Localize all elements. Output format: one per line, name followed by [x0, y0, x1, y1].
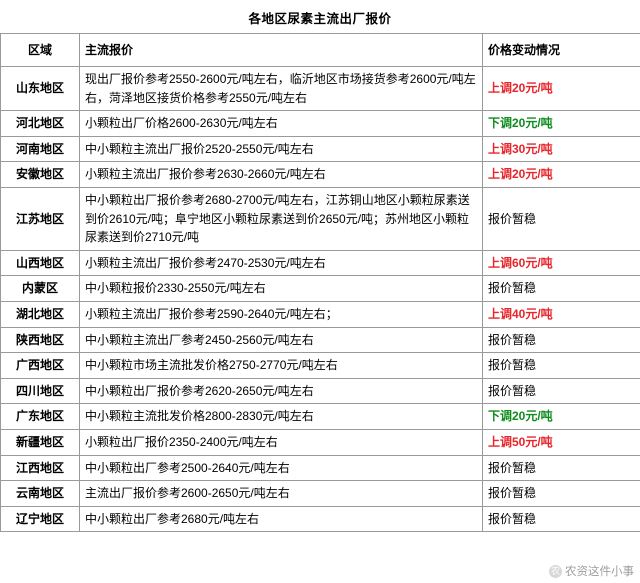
cell-quote: 中小颗粒市场主流批发价格2750-2770元/吨左右 [79, 352, 483, 379]
price-table: 区域 主流报价 价格变动情况 山东地区 现出厂报价参考2550-2600元/吨左右… [0, 33, 640, 533]
cell-change: 上调30元/吨 [482, 135, 640, 163]
cell-change: 下调20元/吨 [482, 110, 640, 137]
table-row: 山西地区 小颗粒主流出厂报价参考2470-2530元/吨左右 上调60元/吨 [0, 249, 640, 277]
change-value: 报价暂稳 [488, 383, 537, 398]
cell-region: 辽宁地区 [0, 505, 80, 533]
cell-quote: 中小颗粒出厂报价参考2680-2700元/吨左右，江苏铜山地区小颗粒尿素送到价2… [79, 186, 483, 251]
cell-change: 上调50元/吨 [482, 428, 640, 456]
cell-region: 湖北地区 [0, 300, 80, 328]
change-value: 上调20元/吨 [488, 81, 553, 96]
change-value: 上调30元/吨 [488, 141, 553, 156]
cell-quote: 中小颗粒主流出厂参考2450-2560元/吨左右 [79, 326, 483, 354]
cell-quote: 现出厂报价参考2550-2600元/吨左右，临沂地区市场接货参考2600元/吨左… [79, 65, 483, 112]
change-value: 报价暂稳 [488, 486, 537, 501]
table-row: 安徽地区 小颗粒主流出厂报价参考2630-2660元/吨左右 上调20元/吨 [0, 161, 640, 188]
header-quote: 主流报价 [79, 33, 483, 67]
cell-quote: 中小颗粒报价2330-2550元/吨左右 [79, 275, 483, 302]
cell-quote: 小颗粒主流出厂报价参考2590-2640元/吨左右； [79, 300, 483, 328]
table-row: 广西地区 中小颗粒市场主流批发价格2750-2770元/吨左右 报价暂稳 [0, 352, 640, 379]
table-row: 山东地区 现出厂报价参考2550-2600元/吨左右，临沂地区市场接货参考2600… [0, 65, 640, 112]
table-row: 云南地区 主流出厂报价参考2600-2650元/吨左右 报价暂稳 [0, 480, 640, 507]
watermark-text: 农资这件小事 [565, 566, 634, 578]
cell-region: 山西地区 [0, 249, 80, 277]
cell-region: 安徽地区 [0, 161, 80, 188]
cell-region: 江西地区 [0, 454, 80, 482]
watermark-badge-icon: 农 [549, 564, 562, 578]
cell-change: 报价暂稳 [482, 275, 640, 302]
table-row: 内蒙区 中小颗粒报价2330-2550元/吨左右 报价暂稳 [0, 275, 640, 302]
table-row: 新疆地区 小颗粒出厂报价2350-2400元/吨左右 上调50元/吨 [0, 428, 640, 456]
cell-quote: 小颗粒主流出厂报价参考2630-2660元/吨左右 [79, 161, 483, 188]
cell-region: 陕西地区 [0, 326, 80, 354]
cell-region: 内蒙区 [0, 275, 80, 302]
cell-region: 河南地区 [0, 135, 80, 163]
cell-region: 山东地区 [0, 65, 80, 112]
cell-change: 上调20元/吨 [482, 161, 640, 188]
change-value: 报价暂稳 [488, 211, 537, 226]
page-title: 各地区尿素主流出厂报价 [248, 12, 392, 26]
cell-quote: 主流出厂报价参考2600-2650元/吨左右 [79, 480, 483, 507]
change-value: 报价暂稳 [488, 358, 537, 373]
cell-change: 下调20元/吨 [482, 403, 640, 430]
change-value: 报价暂稳 [488, 460, 537, 475]
cell-quote: 中小颗粒主流批发价格2800-2830元/吨左右 [79, 403, 483, 430]
table-row: 四川地区 中小颗粒出厂报价参考2620-2650元/吨左右 报价暂稳 [0, 377, 640, 405]
table-header-row: 区域 主流报价 价格变动情况 [0, 33, 640, 67]
cell-change: 报价暂稳 [482, 480, 640, 507]
cell-region: 广西地区 [0, 352, 80, 379]
cell-change: 上调40元/吨 [482, 300, 640, 328]
table-row: 河南地区 中小颗粒主流出厂报价2520-2550元/吨左右 上调30元/吨 [0, 135, 640, 163]
cell-change: 报价暂稳 [482, 352, 640, 379]
header-change: 价格变动情况 [482, 33, 640, 67]
change-value: 报价暂稳 [488, 511, 537, 526]
table-body: 山东地区 现出厂报价参考2550-2600元/吨左右，临沂地区市场接货参考2600… [0, 65, 640, 533]
cell-change: 报价暂稳 [482, 326, 640, 354]
cell-change: 报价暂稳 [482, 377, 640, 405]
cell-region: 四川地区 [0, 377, 80, 405]
table-row: 辽宁地区 中小颗粒出厂参考2680元/吨左右 报价暂稳 [0, 505, 640, 533]
table-row: 江苏地区 中小颗粒出厂报价参考2680-2700元/吨左右，江苏铜山地区小颗粒尿素… [0, 186, 640, 251]
change-value: 下调20元/吨 [488, 409, 553, 424]
change-value: 报价暂稳 [488, 332, 537, 347]
cell-region: 广东地区 [0, 403, 80, 430]
change-value: 报价暂稳 [488, 281, 537, 296]
cell-change: 报价暂稳 [482, 186, 640, 251]
table-row: 河北地区 小颗粒出厂价格2600-2630元/吨左右 下调20元/吨 [0, 110, 640, 137]
table-row: 江西地区 中小颗粒出厂参考2500-2640元/吨左右 报价暂稳 [0, 454, 640, 482]
change-value: 上调50元/吨 [488, 434, 553, 449]
cell-region: 云南地区 [0, 480, 80, 507]
table-row: 广东地区 中小颗粒主流批发价格2800-2830元/吨左右 下调20元/吨 [0, 403, 640, 430]
cell-change: 上调60元/吨 [482, 249, 640, 277]
cell-change: 上调20元/吨 [482, 65, 640, 112]
cell-region: 新疆地区 [0, 428, 80, 456]
cell-quote: 小颗粒出厂报价2350-2400元/吨左右 [79, 428, 483, 456]
cell-quote: 小颗粒主流出厂报价参考2470-2530元/吨左右 [79, 249, 483, 277]
change-value: 上调40元/吨 [488, 306, 553, 321]
change-value: 上调20元/吨 [488, 167, 553, 182]
cell-region: 江苏地区 [0, 186, 80, 251]
change-value: 下调20元/吨 [488, 116, 553, 131]
table-row: 湖北地区 小颗粒主流出厂报价参考2590-2640元/吨左右； 上调40元/吨 [0, 300, 640, 328]
cell-region: 河北地区 [0, 110, 80, 137]
table-row: 陕西地区 中小颗粒主流出厂参考2450-2560元/吨左右 报价暂稳 [0, 326, 640, 354]
cell-change: 报价暂稳 [482, 454, 640, 482]
header-region: 区域 [0, 33, 80, 67]
cell-quote: 中小颗粒出厂参考2500-2640元/吨左右 [79, 454, 483, 482]
cell-quote: 小颗粒出厂价格2600-2630元/吨左右 [79, 110, 483, 137]
change-value: 上调60元/吨 [488, 255, 553, 270]
cell-change: 报价暂稳 [482, 505, 640, 533]
cell-quote: 中小颗粒主流出厂报价2520-2550元/吨左右 [79, 135, 483, 163]
cell-quote: 中小颗粒出厂参考2680元/吨左右 [79, 505, 483, 533]
watermark: 农 农资这件小事 [549, 563, 634, 579]
cell-quote: 中小颗粒出厂报价参考2620-2650元/吨左右 [79, 377, 483, 405]
